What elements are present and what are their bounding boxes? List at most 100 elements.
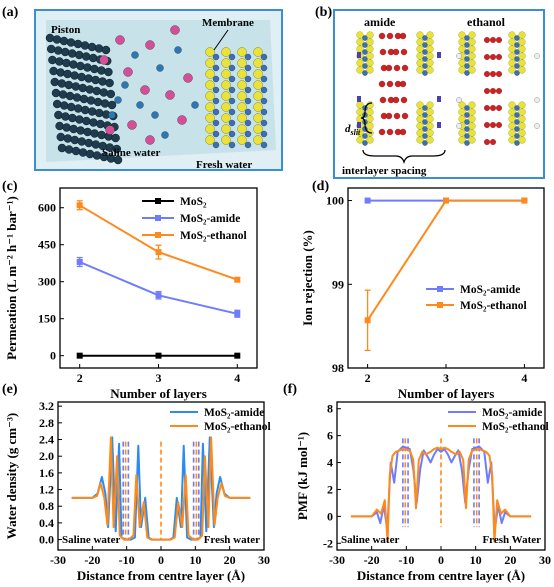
piston-atom [98, 77, 107, 86]
molybdenum-atom [464, 35, 470, 41]
sulfur-atom [416, 45, 424, 53]
water-oxygen [379, 48, 387, 56]
sulfur-atom [468, 38, 476, 46]
piston-atom [82, 116, 91, 126]
piston-atom [60, 47, 70, 57]
legend-marker [437, 286, 443, 292]
ethanol-group [456, 97, 462, 103]
y-tick-label: 300 [38, 275, 56, 289]
molybdenum-atom [514, 126, 520, 132]
molybdenum-atom [228, 97, 236, 105]
water-oxygen [385, 112, 393, 120]
molybdenum-atom [260, 119, 268, 127]
sulfur-atom [508, 38, 516, 46]
sulfur-atom [366, 45, 374, 53]
molybdenum-atom [228, 119, 236, 127]
sulfur-atom [253, 135, 263, 145]
molybdenum-atom [244, 119, 252, 127]
y-tick-label: 2 [327, 482, 333, 496]
piston-atom [80, 41, 90, 50]
sulfur-atom [253, 69, 263, 79]
piston-atom [55, 121, 64, 131]
piston-atom [85, 149, 95, 159]
na-ion [105, 125, 115, 135]
water-oxygen [385, 64, 393, 72]
molybdenum-atom [422, 42, 428, 48]
interlayer-spacing-label: interlayer spacing [342, 165, 427, 177]
saline-ions [99, 25, 199, 145]
piston-atom [96, 119, 105, 129]
piston-atom [90, 64, 99, 74]
molybdenum-atom [228, 75, 236, 83]
x-axis-label: Distance from centre layer (Å) [357, 568, 525, 583]
piston-atom [71, 146, 81, 156]
piston-atom [88, 53, 98, 63]
x-axis-label: Distance from centre layer (Å) [77, 568, 245, 583]
piston-atom [50, 77, 60, 87]
piston-atom [57, 143, 67, 153]
chart-water-density: -30 -20 -10 0 10 20 30 0.0 0.4 0.8 1.2 1.6 2.0 2.4 2.8… [4, 399, 271, 583]
water-oxygen [496, 122, 502, 128]
water-oxygen [379, 96, 387, 104]
data-point [364, 317, 371, 324]
piston-atom [52, 99, 62, 109]
piston-atom [59, 36, 69, 46]
water-oxygen [496, 88, 502, 94]
molybdenum-atom [464, 119, 470, 125]
na-ion [165, 90, 175, 100]
sulfur-atom [416, 52, 424, 60]
amide-group [437, 122, 441, 128]
piston-atom [105, 78, 114, 88]
sulfur-atom [205, 124, 215, 134]
sulfur-atom [366, 115, 374, 123]
piston-atom [92, 86, 102, 96]
legend-label: MoS₂-ethanol [460, 300, 527, 312]
y-tick-label: 2.0 [39, 449, 54, 463]
water-oxygen [484, 54, 490, 60]
sulfur-atom [426, 115, 434, 123]
sulfur-atom [366, 66, 374, 74]
water-oxygen [484, 88, 490, 94]
piston-atom [64, 80, 74, 90]
ethanol-group [534, 123, 540, 129]
legend-marker [155, 232, 161, 238]
y-tick-label: -2 [323, 536, 333, 550]
piston-atom [70, 135, 80, 145]
molybdenum-atom [514, 119, 520, 125]
molybdenum-atom [212, 75, 220, 83]
sulfur-atom [366, 52, 374, 60]
molybdenum-atom [422, 140, 428, 146]
plot-frame [347, 187, 545, 369]
sulfur-atom [205, 135, 215, 145]
molybdenum-atom [212, 130, 220, 138]
water-oxygen [399, 32, 407, 40]
molybdenum-atom [212, 141, 220, 149]
piston-atom [84, 74, 93, 83]
sulfur-atom [468, 66, 476, 74]
sulfur-atom [253, 91, 263, 101]
y-axis-label: Permeation (L m⁻² h⁻¹ bar⁻¹) [4, 196, 19, 360]
piston-atom [46, 44, 56, 54]
piston-atom [65, 91, 75, 101]
piston-atom [104, 67, 113, 77]
sulfur-atom [237, 80, 247, 90]
sulfur-atom [253, 102, 263, 112]
molybdenum-atom [260, 86, 268, 94]
chart-permeation: 2 3 4 0 150 300 450 600 Number of layers Permeati… [4, 187, 258, 401]
x-tick-label: -30 [50, 553, 66, 567]
sulfur-atom [416, 122, 424, 130]
sulfur-atom [508, 45, 516, 53]
piston-atom [66, 102, 76, 112]
piston-atom [51, 88, 61, 98]
piston-atom [54, 110, 63, 120]
piston-atom [59, 101, 69, 110]
piston-atom [101, 45, 111, 55]
molybdenum-atom [212, 64, 220, 72]
piston-atom [79, 94, 89, 104]
molybdenum-atom [464, 63, 470, 69]
sulfur-atom [468, 31, 476, 39]
piston-atom [70, 71, 79, 80]
water-oxygen [386, 32, 394, 40]
molybdenum-atom [260, 97, 268, 105]
